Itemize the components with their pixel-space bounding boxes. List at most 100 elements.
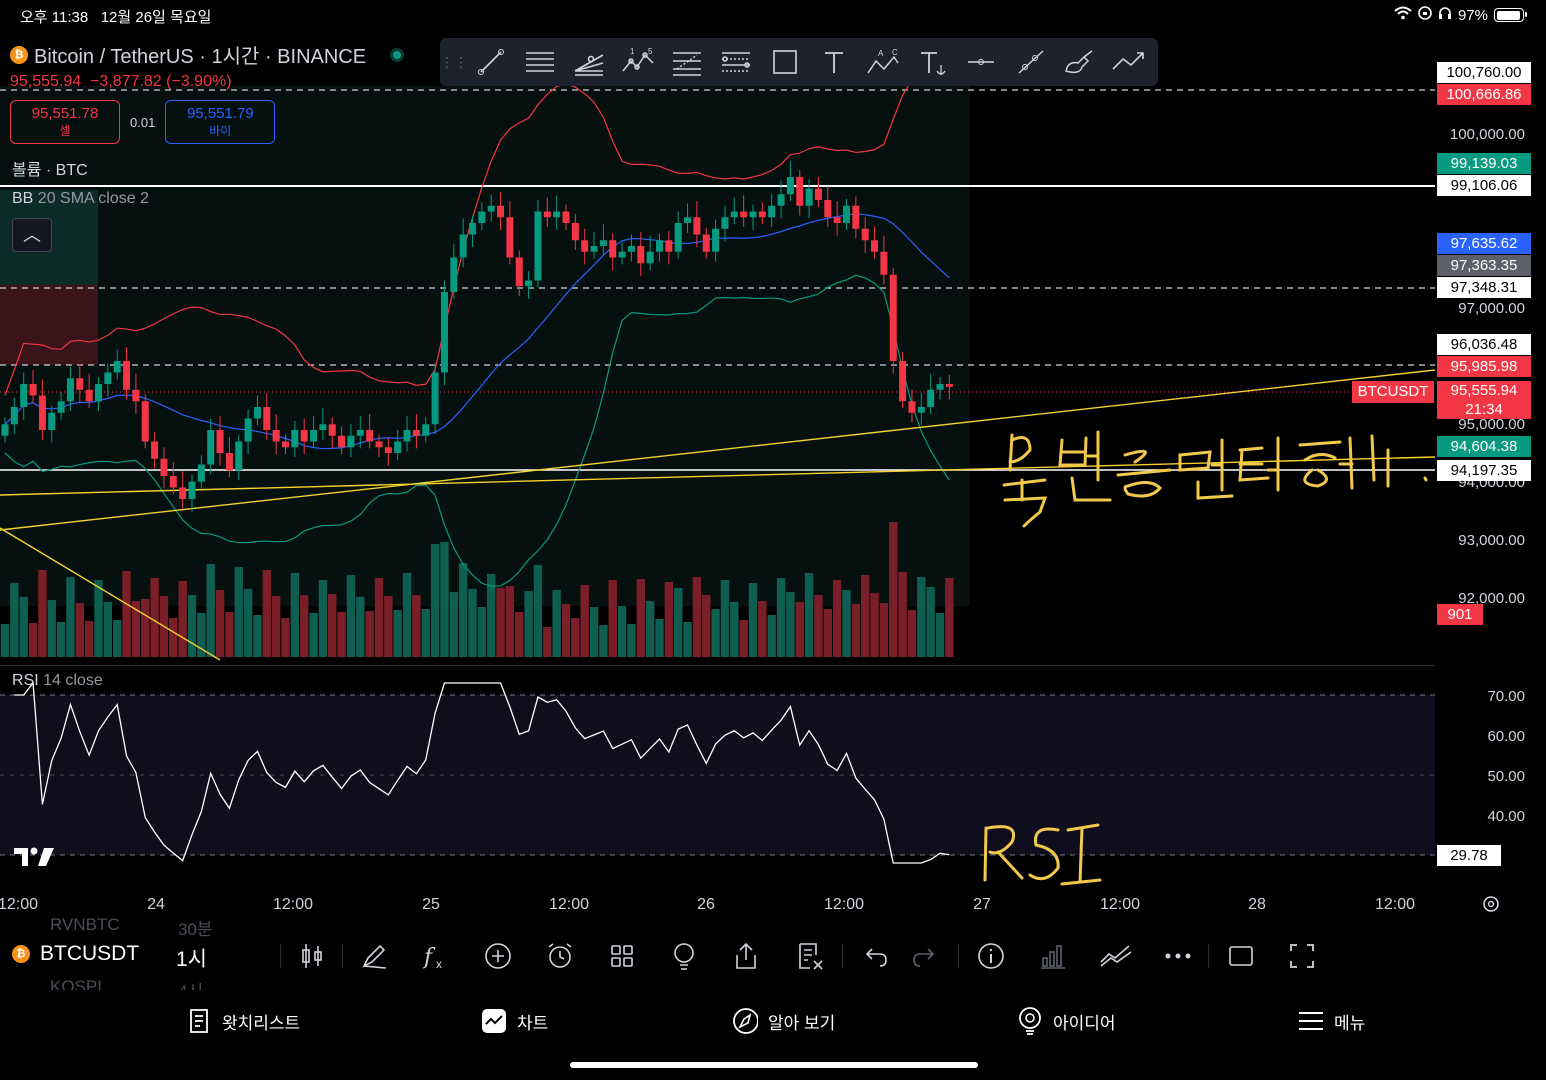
draw-pen-icon[interactable] — [358, 940, 390, 972]
candle-body — [300, 430, 308, 442]
tab-explore[interactable]: 알아 보기 — [732, 1008, 835, 1034]
brush-tool-icon[interactable] — [1054, 38, 1103, 86]
volume-bar — [589, 607, 599, 657]
volume-bar — [38, 570, 47, 657]
tab-watchlist[interactable]: 왓치리스트 — [186, 1008, 300, 1034]
share-icon[interactable] — [730, 940, 762, 972]
trendline-support[interactable] — [0, 456, 1436, 496]
hamburger-menu-icon — [1298, 1008, 1324, 1034]
sell-button[interactable]: 95,551.78 셀 — [10, 100, 120, 144]
pitchfork-tool-icon[interactable] — [564, 38, 613, 86]
bb-lower-label: 94,604.38 — [1437, 436, 1531, 457]
interval-selector[interactable]: 1시 — [176, 948, 207, 971]
candle-body — [571, 223, 579, 241]
horizontal-lines-tool-icon[interactable] — [515, 38, 564, 86]
candle-body — [244, 418, 252, 442]
drag-handle-icon[interactable]: ⋮⋮ — [440, 53, 468, 70]
rectangle-icon[interactable] — [1225, 940, 1257, 972]
volume-bar — [814, 595, 823, 657]
fib-retracement-tool-icon[interactable] — [662, 38, 711, 86]
candle-body — [450, 257, 458, 292]
fullscreen-icon[interactable] — [1286, 940, 1318, 972]
candle-body — [525, 280, 533, 287]
rsi-legend[interactable]: RSI 14 close — [12, 672, 103, 689]
horizontal-ray-tool-icon[interactable] — [956, 38, 1005, 86]
tab-ideas[interactable]: 아이디어 — [1017, 1007, 1116, 1035]
volume-bar — [739, 620, 748, 657]
price-label-99106: 99,106.06 — [1437, 175, 1531, 196]
path-tool-icon[interactable] — [1103, 38, 1152, 86]
ray-tool-icon[interactable] — [1005, 38, 1054, 86]
volume-legend[interactable]: 볼륨 · BTC — [12, 162, 88, 179]
symbol-selector[interactable]: ₿ BTCUSDT — [12, 942, 139, 966]
time-axis[interactable]: 12:00 24 12:00 25 12:00 26 12:00 27 12:0… — [0, 893, 1546, 917]
price-label-100666: 100,666.86 — [1437, 84, 1531, 105]
trade-buttons: 95,551.78 셀 0.01 95,551.79 바이 — [10, 100, 276, 144]
axis-92000: 92,000.00 — [1458, 590, 1525, 607]
bars-stats-icon[interactable] — [1037, 940, 1069, 972]
candle-body — [553, 211, 561, 218]
candle-body — [253, 407, 261, 419]
volume-bar — [290, 573, 300, 657]
candle-body — [814, 188, 822, 200]
trendline-tool-icon[interactable] — [466, 38, 515, 86]
volume-bar — [430, 544, 440, 657]
last-price-label: 95,555.94 21:34 — [1437, 381, 1531, 419]
candle-body — [169, 476, 177, 488]
volume-bar — [178, 581, 187, 657]
handwriting-bollinger-touch[interactable] — [1002, 430, 1428, 528]
fib-channel-tool-icon[interactable] — [711, 38, 760, 86]
collapse-legend-button[interactable]: ︿ — [12, 218, 52, 252]
undo-icon[interactable] — [860, 940, 892, 972]
redo-icon[interactable] — [908, 940, 940, 972]
time-label: 12:00 — [1374, 896, 1416, 913]
svg-text:1: 1 — [630, 47, 635, 56]
candles-icon[interactable] — [296, 940, 328, 972]
volume-bar — [926, 587, 935, 657]
buy-button[interactable]: 95,551.79 바이 — [165, 100, 276, 144]
volume-bar — [253, 615, 262, 657]
volume-bar — [524, 591, 533, 657]
trendline-falling[interactable] — [0, 527, 221, 661]
idea-bulb-icon[interactable] — [668, 940, 700, 972]
info-icon[interactable] — [975, 940, 1007, 972]
alarm-icon[interactable] — [544, 940, 576, 972]
candle-body — [581, 240, 589, 252]
volume-bar — [374, 578, 384, 657]
candle-body — [235, 441, 243, 471]
tradingview-logo-icon[interactable] — [14, 846, 56, 873]
time-label: 24 — [147, 896, 165, 913]
trendline-rising[interactable] — [0, 369, 1436, 531]
handwriting-rsi[interactable] — [983, 823, 1102, 886]
tab-chart[interactable]: 차트 — [481, 1008, 548, 1034]
tab-menu[interactable]: 메뉴 — [1298, 1008, 1365, 1034]
volume-bar — [786, 592, 795, 657]
add-plus-icon[interactable] — [482, 940, 514, 972]
candle-body — [534, 211, 542, 281]
anchored-text-tool-icon[interactable] — [907, 38, 956, 86]
layout-grid-icon[interactable] — [606, 940, 638, 972]
candle-body — [123, 361, 131, 390]
volume-bar — [477, 607, 487, 657]
more-icon[interactable] — [1162, 940, 1194, 972]
compare-icon[interactable] — [1099, 940, 1131, 972]
candle-body — [431, 372, 439, 425]
symbol-title-row[interactable]: ₿ Bitcoin / TetherUS · 1시간 · BINANCE — [10, 40, 405, 69]
symbol-title[interactable]: Bitcoin / TetherUS · 1시간 · BINANCE — [34, 46, 367, 68]
home-indicator[interactable] — [570, 1062, 978, 1068]
candle-body — [104, 372, 112, 384]
object-tree-icon[interactable] — [794, 940, 826, 972]
volume-bar — [552, 590, 561, 657]
volume-bar — [599, 625, 608, 657]
bb-legend[interactable]: BB 20 SMA close 2 — [12, 190, 149, 207]
rectangle-tool-icon[interactable] — [760, 38, 809, 86]
volume-bar — [571, 618, 580, 657]
volume-bar — [169, 618, 178, 657]
chart-settings-gear-icon[interactable] — [1480, 893, 1502, 915]
candle-body — [646, 251, 654, 264]
text-tool-icon[interactable] — [809, 38, 858, 86]
